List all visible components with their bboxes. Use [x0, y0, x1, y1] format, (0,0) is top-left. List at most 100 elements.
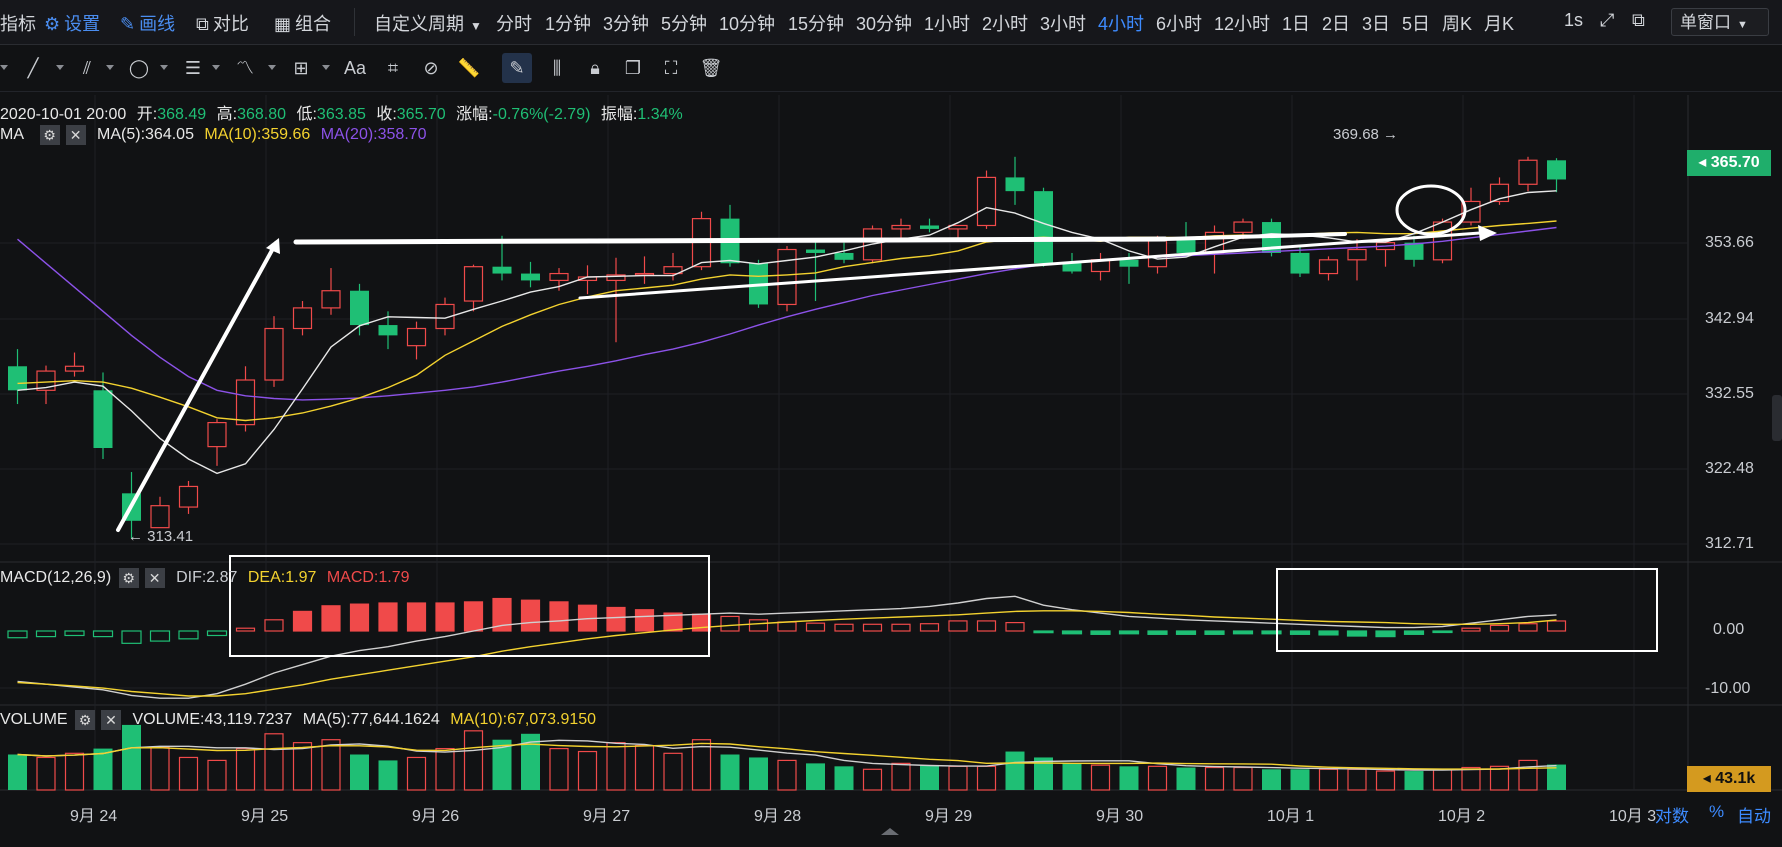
draw-label: 画线: [139, 14, 176, 34]
volume-bar: [150, 746, 170, 791]
gear-icon[interactable]: ⚙: [75, 710, 96, 730]
candle: [64, 365, 85, 372]
macd-bar: [805, 622, 826, 632]
pencil-tool-icon[interactable]: ✎: [502, 53, 532, 83]
refresh-interval[interactable]: 1s: [1564, 10, 1584, 30]
date-label: 9月 29: [925, 808, 973, 825]
volume-bar: [378, 760, 398, 790]
candle: [1347, 248, 1367, 261]
macd-bar: [378, 602, 398, 632]
period-4h[interactable]: 4小时: [1098, 14, 1145, 34]
arrow-head: [266, 238, 280, 254]
period-2d[interactable]: 2日: [1322, 14, 1351, 34]
period-week[interactable]: 周K: [1442, 14, 1473, 34]
period-1m[interactable]: 1分钟: [545, 14, 592, 34]
lock-tool-icon[interactable]: 🔒︎: [590, 58, 600, 78]
close-icon[interactable]: ✕: [65, 125, 86, 145]
volume-ma10-value: MA(10):67,073.9150: [450, 711, 597, 729]
date-label: 9月 24: [70, 808, 118, 825]
line-tool-icon[interactable]: ╱: [27, 58, 39, 78]
candle-datetime: 2020-10-01 20:00: [0, 106, 127, 123]
volume-bar: [1233, 766, 1253, 791]
chevron-down-icon[interactable]: [106, 65, 114, 70]
settings-button[interactable]: ⚙ 设置: [44, 10, 100, 36]
macd-bar: [1403, 630, 1425, 635]
period-2h[interactable]: 2小时: [982, 14, 1029, 34]
magnet-tool-icon[interactable]: ⊘: [423, 58, 439, 78]
period-5m[interactable]: 5分钟: [661, 14, 708, 34]
chevron-down-icon[interactable]: [322, 65, 330, 70]
volume-bar: [1147, 765, 1168, 791]
fib-tool-icon[interactable]: ☰: [184, 58, 202, 78]
volume-tag: ◂ 43.1k: [1687, 766, 1771, 792]
volume-bar: [1119, 766, 1139, 790]
volume-bar: [1290, 769, 1310, 790]
candle: [435, 303, 455, 330]
text-tool-icon[interactable]: Aa: [343, 58, 367, 78]
auto-scale-toggle[interactable]: 自动: [1737, 807, 1771, 826]
percent-scale-toggle[interactable]: %: [1709, 802, 1725, 821]
visibility-tool-icon[interactable]: ⫼: [552, 58, 562, 78]
pattern-tool-icon[interactable]: ⌗: [387, 58, 399, 78]
ellipse-tool-icon[interactable]: ◯: [128, 58, 150, 78]
low-marker-value: 313.41: [147, 528, 194, 545]
chevron-down-icon[interactable]: [212, 65, 220, 70]
volume-bar: [321, 739, 341, 791]
period-3d[interactable]: 3日: [1362, 14, 1391, 34]
ruler-tool-icon[interactable]: 📏: [457, 58, 481, 78]
chevron-down-icon[interactable]: [268, 65, 276, 70]
macd-bar: [1232, 630, 1254, 635]
chevron-down-icon[interactable]: [56, 65, 64, 70]
wave-tool-icon[interactable]: 〽: [236, 58, 254, 78]
measure-tool-icon[interactable]: ⊞: [293, 58, 309, 78]
gear-icon[interactable]: ⚙: [118, 568, 139, 588]
period-15m[interactable]: 15分钟: [788, 14, 845, 34]
date-label: 10月 2: [1438, 808, 1486, 825]
copy-tool-icon[interactable]: ❐: [624, 58, 642, 78]
volume-bar: [720, 754, 740, 790]
chevron-down-icon[interactable]: [0, 65, 8, 70]
period-30m[interactable]: 30分钟: [856, 14, 913, 34]
period-month[interactable]: 月K: [1484, 14, 1515, 34]
chevron-down-icon[interactable]: [160, 65, 168, 70]
custom-period-dropdown[interactable]: 自定义周期 ▼: [374, 10, 482, 36]
macd-bar: [1375, 630, 1396, 638]
draw-line-button[interactable]: ✎ 画线: [120, 10, 175, 36]
popout-icon[interactable]: ⧉: [1632, 10, 1645, 30]
period-3h[interactable]: 3小时: [1040, 14, 1087, 34]
period-3m[interactable]: 3分钟: [603, 14, 650, 34]
window-mode-dropdown[interactable]: 单窗口 ▼: [1671, 8, 1769, 36]
period-12h[interactable]: 12小时: [1214, 14, 1271, 34]
channel-tool-icon[interactable]: ⫽: [82, 58, 92, 78]
macd-bar: [891, 623, 911, 632]
period-10m[interactable]: 10分钟: [719, 14, 776, 34]
period-fenshi[interactable]: 分时: [496, 14, 532, 34]
period-5d[interactable]: 5日: [1402, 14, 1431, 34]
volume-bar: [521, 733, 540, 790]
macd-bar: [663, 612, 683, 632]
gear-icon[interactable]: ⚙: [39, 125, 60, 145]
delete-tool-icon[interactable]: 🗑︎: [699, 58, 723, 78]
period-1d[interactable]: 1日: [1282, 14, 1311, 34]
log-scale-toggle[interactable]: 对数: [1655, 807, 1689, 826]
price-tick: 312.71: [1705, 535, 1754, 552]
period-1h[interactable]: 1小时: [924, 14, 971, 34]
close-icon[interactable]: ✕: [101, 710, 122, 730]
divider: [354, 8, 355, 36]
volume-value: VOLUME:43,119.7237: [132, 711, 293, 729]
period-6h[interactable]: 6小时: [1156, 14, 1203, 34]
volume-bar: [1034, 757, 1053, 790]
fullscreen-icon[interactable]: ⤢: [1600, 10, 1615, 30]
low-label: 低:: [296, 106, 317, 123]
ma-legend-name: MA: [0, 126, 24, 144]
indicator-button[interactable]: 指标: [0, 14, 36, 34]
current-price-value: 365.70: [1710, 154, 1760, 171]
volume-bar: [1005, 751, 1025, 790]
combo-button[interactable]: ▦ 组合: [274, 10, 331, 36]
screenshot-tool-icon[interactable]: ⛶: [664, 58, 678, 78]
volume-bar: [93, 748, 113, 790]
close-icon[interactable]: ✕: [144, 568, 165, 588]
macd-bar: [1175, 630, 1197, 635]
compare-button[interactable]: ⧉ 对比: [196, 10, 249, 36]
